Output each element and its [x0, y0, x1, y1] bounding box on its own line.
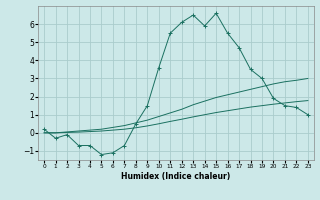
X-axis label: Humidex (Indice chaleur): Humidex (Indice chaleur) [121, 172, 231, 181]
